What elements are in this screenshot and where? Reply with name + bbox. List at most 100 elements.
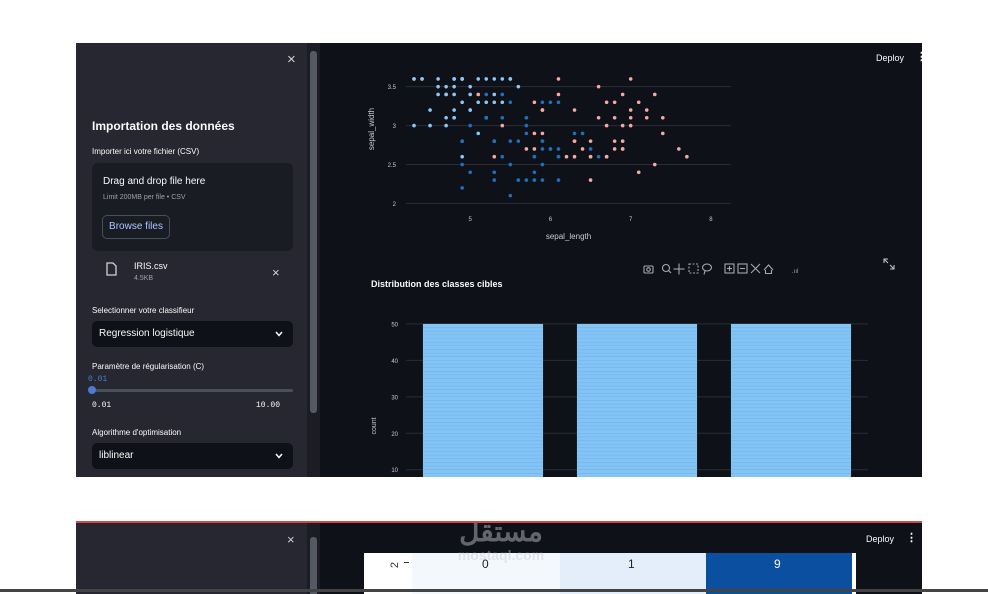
scatter-point (572, 131, 577, 136)
sidebar: × Importation des données Importer ici v… (76, 43, 307, 477)
sidebar-scrollbar[interactable] (307, 523, 320, 594)
lasso-icon[interactable] (701, 263, 713, 275)
scatter-point (636, 100, 641, 105)
optim-select[interactable]: liblinear (92, 443, 293, 469)
scatter-point (532, 178, 537, 182)
scatter-point (548, 100, 553, 105)
slider-label: Paramètre de régularisation (C) (92, 362, 205, 371)
classifier-select[interactable]: Regression logistique (92, 321, 293, 347)
y-tick-label: 20 (391, 432, 398, 438)
scatter-point (628, 77, 633, 81)
scroll-thumb[interactable] (310, 51, 317, 413)
scatter-point (492, 139, 497, 143)
scatter-point (468, 170, 472, 175)
file-dropzone[interactable]: Drag and drop file here Limit 200MB per … (92, 163, 293, 251)
slider-track[interactable] (88, 386, 293, 394)
scatter-point (460, 162, 464, 167)
x-tick-label: 5 (469, 217, 473, 223)
scatter-point (460, 100, 464, 105)
zoom-in-icon[interactable] (724, 263, 735, 274)
slider-thumb[interactable] (88, 386, 96, 394)
scatter-point (540, 162, 545, 167)
deploy-button[interactable]: Deploy (866, 534, 895, 544)
scatter-point (444, 84, 448, 89)
reset-axes-icon[interactable] (763, 264, 774, 275)
box-select-icon[interactable] (688, 263, 699, 274)
scatter-point (652, 162, 657, 167)
scatter-point (452, 84, 456, 89)
scatter-point (604, 123, 609, 128)
scatter-point (612, 139, 617, 143)
scatter-point (508, 100, 513, 105)
bar-chart-title: Distribution des classes cibles (371, 279, 503, 289)
scatter-point (572, 154, 577, 159)
scatter-point (436, 92, 440, 97)
scatter-point (604, 100, 609, 105)
scatter-point (532, 131, 537, 136)
scatter-point (532, 170, 537, 175)
scatter-point (524, 116, 529, 120)
close-sidebar-button[interactable]: × (287, 532, 295, 547)
scatter-point (492, 77, 497, 81)
scatter-point (532, 147, 537, 151)
scatter-point (588, 139, 593, 143)
scatter-point (484, 92, 489, 97)
scatter-point (596, 116, 601, 120)
scatter-point (500, 92, 505, 97)
scatter-point (588, 147, 593, 151)
remove-file-button[interactable]: × (272, 265, 280, 280)
scatter-point (628, 116, 633, 120)
dropzone-title: Drag and drop file here (103, 176, 206, 187)
scatter-point (508, 139, 513, 143)
main-menu-icon[interactable]: ⋮ (906, 532, 917, 544)
scatter-point (484, 100, 489, 105)
bar-chart[interactable]: 10 20 30 40 50 count (356, 313, 876, 477)
slider-min: 0.01 (92, 401, 112, 410)
scatter-point (508, 77, 513, 81)
scatter-point (652, 92, 657, 97)
scatter-plot[interactable]: 2 2.5 3 3.5 5 6 7 8 sepal_length sepal_width (356, 63, 756, 263)
scatter-point (588, 178, 593, 182)
scatter-point (452, 92, 456, 97)
camera-icon[interactable] (643, 265, 654, 274)
scatter-point (428, 123, 432, 128)
scatter-point (677, 147, 681, 151)
scatter-point (428, 108, 432, 112)
scatter-point (540, 139, 545, 143)
scatter-point (468, 84, 472, 89)
scatter-point (444, 123, 448, 128)
scatter-point (620, 123, 625, 128)
autoscale-icon[interactable] (750, 263, 761, 274)
scatter-point (572, 139, 577, 143)
y-tick-label: 50 (391, 322, 398, 328)
scatter-point (612, 116, 617, 120)
zoom-icon[interactable] (661, 263, 672, 274)
classifier-label: Selectionner votre classifieur (92, 306, 195, 315)
zoom-out-icon[interactable] (737, 263, 748, 274)
y-tick-label: 3 (393, 124, 397, 130)
chevron-down-icon (275, 453, 283, 459)
scatter-point (540, 131, 545, 136)
sidebar-title: Importation des données (92, 119, 235, 133)
plotly-logo-icon[interactable]: .ııl (792, 269, 798, 275)
pan-icon[interactable] (673, 263, 685, 275)
scatter-point (436, 77, 440, 81)
scatter-point (460, 77, 464, 81)
deploy-button[interactable]: Deploy (876, 53, 905, 63)
y-tick-label: 2 (393, 202, 397, 208)
file-name: IRIS.csv (134, 261, 168, 271)
sidebar-scrollbar[interactable] (307, 43, 320, 477)
scatter-point (660, 116, 665, 120)
scatter-point (476, 100, 481, 105)
scroll-thumb[interactable] (310, 537, 317, 594)
scatter-point (420, 77, 424, 81)
browse-files-button[interactable]: Browse files (102, 215, 170, 239)
scatter-point (556, 92, 561, 97)
close-sidebar-button[interactable]: × (287, 51, 296, 68)
scatter-point (564, 154, 569, 159)
scatter-point (492, 170, 497, 175)
main-menu-icon[interactable]: ⋮ (916, 51, 922, 63)
scatter-point (540, 147, 545, 151)
plot-toolbar: .ııl (643, 263, 798, 275)
expand-icon[interactable] (882, 257, 896, 271)
